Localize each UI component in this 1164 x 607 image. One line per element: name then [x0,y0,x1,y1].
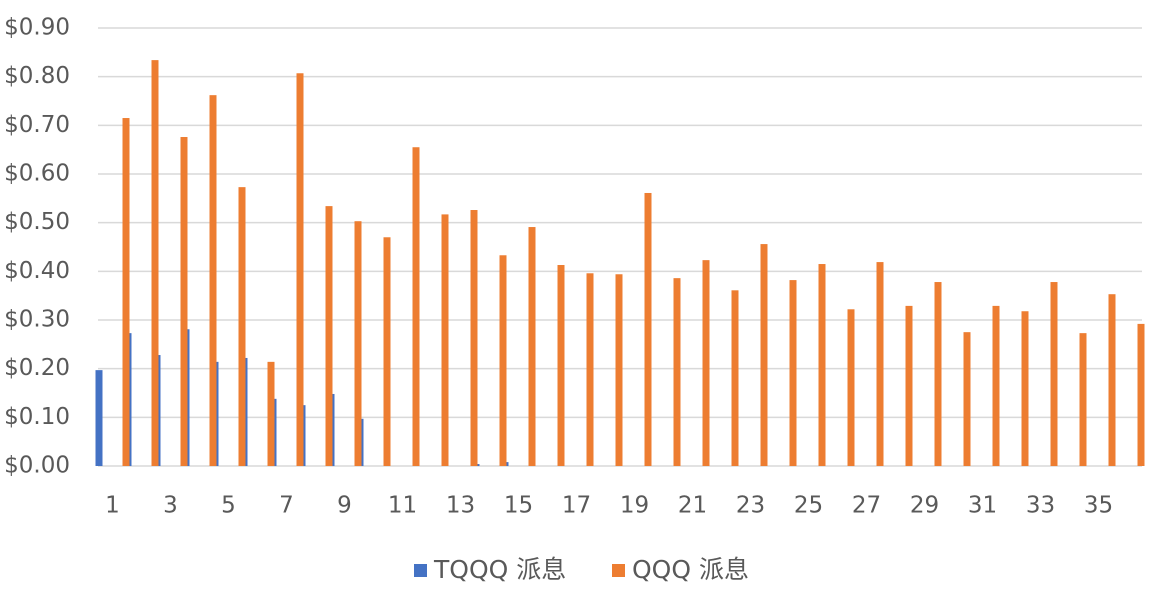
bar [238,187,246,466]
bar [412,147,420,466]
bar [1137,323,1145,466]
bar [325,206,333,466]
x-tick-label: 1 [105,493,120,519]
bar [905,305,913,466]
y-tick-label: $0.90 [4,15,70,41]
x-tick-label: 29 [910,493,939,519]
bar [963,332,971,466]
y-tick-label: $0.20 [4,355,70,381]
x-tick-label: 25 [794,493,823,519]
bar [760,244,768,466]
bar [209,95,217,466]
x-tick-label: 15 [504,493,533,519]
x-tick-label: 27 [852,493,881,519]
bar [818,264,826,466]
bar [586,273,594,466]
legend-swatch [612,564,625,577]
bar [354,221,362,466]
bar [122,118,130,467]
x-tick-label: 3 [163,493,178,519]
x-tick-label: 21 [678,493,707,519]
legend-swatch [414,564,427,577]
bar [847,309,855,466]
y-tick-label: $0.10 [4,404,70,430]
bar [180,137,188,466]
x-tick-label: 9 [337,493,352,519]
x-tick-label: 31 [968,493,997,519]
bar [383,237,391,466]
x-tick-label: 13 [446,493,475,519]
bar [731,290,739,466]
bar [441,214,449,466]
bar [470,210,478,466]
y-tick-label: $0.30 [4,307,70,333]
x-tick-label: 17 [562,493,591,519]
bar [789,280,797,466]
y-tick-label: $0.50 [4,209,70,235]
bar [557,265,565,466]
x-tick-label: 5 [221,493,236,519]
y-tick-label: $0.60 [4,161,70,187]
bar [992,305,1000,466]
legend-label: QQQ 派息 [632,555,749,584]
x-tick-label: 33 [1026,493,1055,519]
bar [499,255,507,466]
legend-label: TQQQ 派息 [433,555,566,584]
bar [1050,282,1058,466]
y-tick-label: $0.70 [4,112,70,138]
bar [934,282,942,466]
bar [95,370,103,466]
bar [702,260,710,466]
bar [876,262,884,466]
bar [151,60,159,467]
x-tick-label: 23 [736,493,765,519]
bar [1079,333,1087,466]
x-tick-label: 35 [1084,493,1113,519]
bar [1021,311,1029,466]
bar [267,361,275,466]
x-tick-label: 7 [279,493,294,519]
y-tick-label: $0.40 [4,258,70,284]
y-tick-label: $0.00 [4,453,70,479]
x-tick-label: 19 [620,493,649,519]
bar [296,73,304,466]
x-tick-label: 11 [388,493,417,519]
bar [615,274,623,466]
bar [1108,294,1116,466]
y-tick-label: $0.80 [4,63,70,89]
bar [673,278,681,466]
bar [644,192,652,467]
bar [528,227,536,466]
